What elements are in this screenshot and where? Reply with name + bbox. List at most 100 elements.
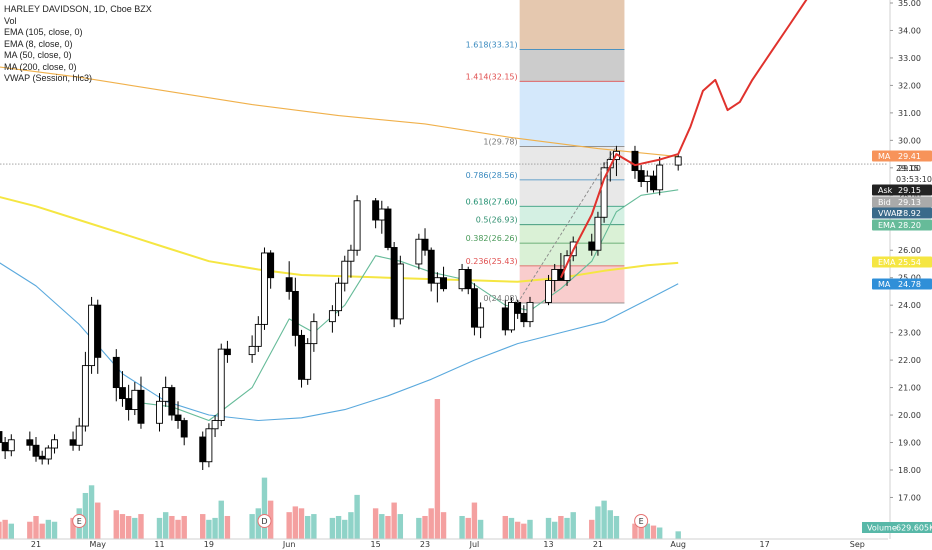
candle[interactable] (427, 247, 435, 292)
candle[interactable] (7, 434, 15, 457)
candle[interactable] (594, 211, 602, 256)
volume-bar (656, 527, 663, 539)
candle[interactable] (631, 145, 639, 179)
candle[interactable] (384, 206, 392, 251)
candle[interactable] (223, 340, 231, 363)
candle[interactable] (421, 228, 429, 256)
candle[interactable] (112, 349, 120, 402)
event-marker-D[interactable]: D (257, 514, 272, 528)
candle[interactable] (94, 299, 102, 374)
candle[interactable] (44, 445, 52, 465)
legend-item-ema105[interactable]: EMA (105, close, 0) (4, 27, 83, 37)
projection-line[interactable] (559, 0, 808, 279)
candle[interactable] (248, 335, 256, 363)
legend-item-vwap[interactable]: VWAP (Session, hlc3) (4, 73, 93, 83)
candle[interactable] (310, 313, 318, 352)
time-axis[interactable]: 21 May 11 19 Jun 15 23 Jul 13 21 Aug 17 Sep (0, 538, 888, 549)
axis-tag-label: Bid (878, 198, 891, 207)
candle[interactable] (643, 170, 651, 193)
candle[interactable] (205, 423, 213, 468)
candle[interactable] (440, 266, 447, 292)
candle[interactable] (545, 274, 552, 306)
candle[interactable] (347, 244, 355, 278)
candle[interactable] (674, 154, 682, 171)
candle[interactable] (390, 241, 398, 328)
candle[interactable] (217, 343, 225, 427)
candle[interactable] (508, 296, 515, 333)
volume-bar (379, 514, 385, 539)
volume-bar (508, 517, 515, 539)
candle[interactable] (650, 170, 657, 193)
candle[interactable] (32, 437, 40, 462)
candle[interactable] (211, 415, 219, 438)
candle[interactable] (156, 393, 163, 432)
fibonacci-retracement[interactable] (519, 0, 625, 304)
candle[interactable] (254, 316, 262, 352)
candle-body (656, 164, 664, 191)
candle-body (520, 312, 528, 323)
volume-bar (422, 515, 428, 539)
volume-bar (27, 521, 33, 539)
legend-item-ma200[interactable]: MA (200, close, 0) (4, 61, 77, 72)
candle[interactable] (501, 299, 509, 336)
candle[interactable] (600, 162, 608, 223)
candle[interactable] (396, 255, 404, 325)
candle[interactable] (88, 296, 96, 374)
candle[interactable] (199, 431, 207, 470)
candle[interactable] (168, 384, 176, 421)
axis-tag-value: 29.13 (898, 198, 921, 207)
candle[interactable] (118, 371, 126, 407)
fib-trend-line[interactable] (517, 146, 617, 304)
legend-title[interactable]: HARLEY DAVIDSON, 1D, Cboe BZX (4, 4, 152, 14)
candle[interactable] (433, 272, 441, 303)
candle[interactable] (372, 198, 380, 229)
candle[interactable] (75, 417, 83, 451)
candle[interactable] (341, 255, 349, 292)
candle[interactable] (69, 431, 77, 451)
candle[interactable] (26, 431, 34, 451)
candle[interactable] (335, 277, 343, 317)
price-axis[interactable]: 17.00 18.00 19.00 20.00 21.00 22.00 23.00 24.00… (889, 0, 932, 550)
candle[interactable] (261, 247, 268, 330)
candle[interactable] (51, 434, 58, 454)
candle[interactable] (526, 296, 534, 328)
candle[interactable] (0, 421, 3, 443)
candle[interactable] (267, 250, 275, 289)
candle[interactable] (298, 329, 305, 388)
candle[interactable] (137, 376, 145, 429)
candle[interactable] (656, 156, 664, 196)
price-tick-label: 17.00 (898, 493, 921, 502)
candle[interactable] (563, 250, 571, 286)
candle[interactable] (470, 283, 478, 336)
projection-path[interactable] (517, 0, 808, 304)
candle[interactable] (285, 261, 293, 300)
candle[interactable] (180, 417, 188, 446)
candle[interactable] (328, 305, 336, 333)
candle[interactable] (38, 450, 46, 465)
candle[interactable] (81, 351, 89, 432)
candle[interactable] (458, 263, 466, 292)
candle[interactable] (174, 401, 182, 429)
candlesticks[interactable] (0, 145, 682, 470)
candle[interactable] (1, 437, 9, 460)
candle-body (637, 170, 645, 183)
candle[interactable] (353, 195, 361, 256)
candle[interactable] (291, 277, 299, 347)
candle[interactable] (131, 382, 139, 416)
candle[interactable] (637, 165, 645, 188)
candle[interactable] (477, 302, 485, 339)
candle[interactable] (415, 233, 423, 270)
candle-body (310, 321, 318, 345)
fib-level-label: 0(24.08) (483, 294, 517, 303)
legend-item-vol[interactable]: Vol (4, 15, 17, 26)
candle[interactable] (378, 200, 386, 234)
event-marker-E[interactable]: E (72, 514, 87, 528)
legend-item-ma50[interactable]: MA (50, close, 0) (4, 50, 72, 60)
candle[interactable] (125, 384, 133, 421)
candle[interactable] (304, 338, 312, 385)
legend-item-ema8[interactable]: EMA (8, close, 0) (4, 38, 73, 49)
candle[interactable] (464, 266, 472, 295)
event-marker-E[interactable]: E (634, 514, 649, 528)
